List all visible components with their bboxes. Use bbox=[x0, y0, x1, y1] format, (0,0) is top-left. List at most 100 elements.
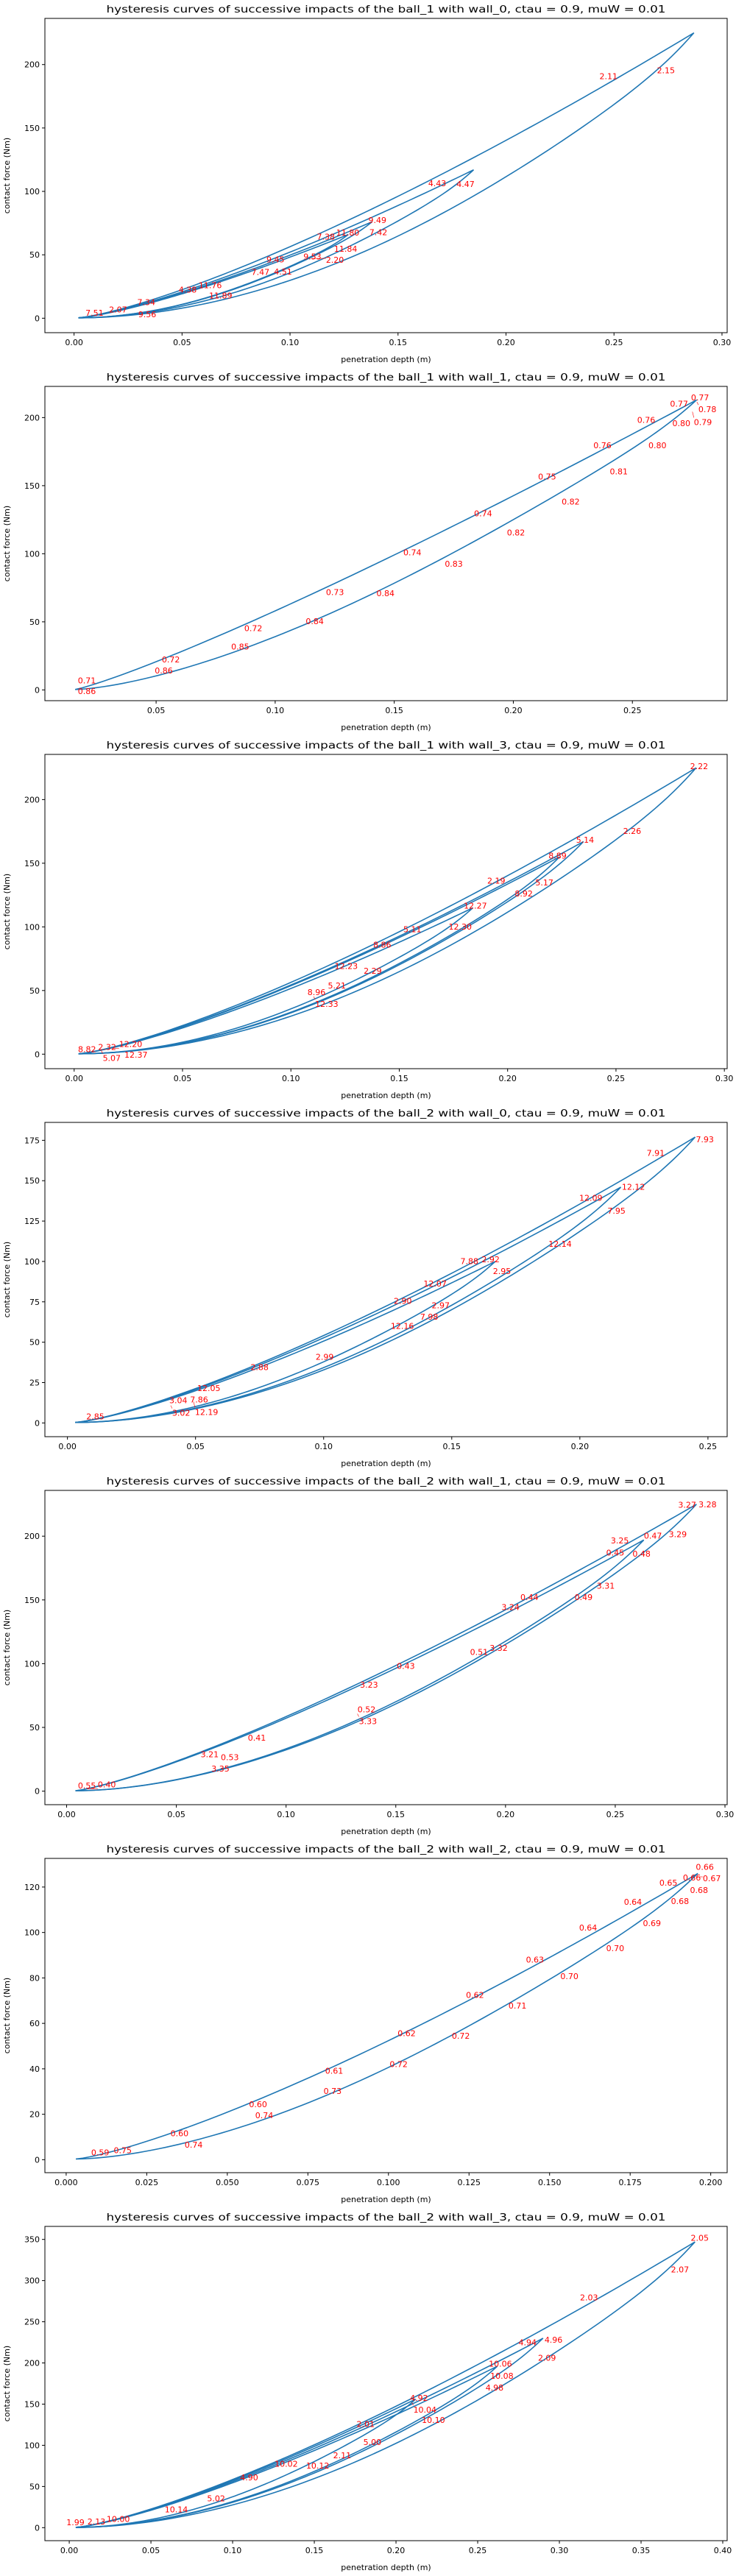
y-tick-label: 0 bbox=[35, 1050, 40, 1059]
x-tick-label: 0.05 bbox=[167, 1810, 185, 1819]
axes-frame bbox=[44, 1858, 728, 2173]
time-annotation: 9.56 bbox=[138, 310, 157, 319]
subplot-6: hysteresis curves of successive impacts … bbox=[2, 1844, 728, 2204]
time-annotation: 2.29 bbox=[364, 966, 382, 976]
time-annotation: 4.94 bbox=[519, 2338, 537, 2347]
time-annotation: 0.61 bbox=[325, 2067, 344, 2076]
time-annotation: 2.19 bbox=[487, 877, 506, 886]
time-annotation: 12.33 bbox=[315, 999, 339, 1009]
time-annotation: 2.95 bbox=[493, 1267, 512, 1276]
y-tick-label: 20 bbox=[29, 2110, 40, 2120]
x-tick-label: 0.075 bbox=[297, 2178, 320, 2187]
time-annotation: 12.37 bbox=[124, 1050, 148, 1060]
hysteresis-loop-1 bbox=[78, 767, 697, 1055]
time-annotation: 0.85 bbox=[231, 642, 250, 651]
x-tick-label: 0.100 bbox=[377, 2178, 400, 2187]
time-annotation: 0.66 bbox=[696, 1863, 714, 1872]
time-annotation: 10.10 bbox=[422, 2416, 445, 2425]
x-tick-label: 0.05 bbox=[173, 338, 191, 347]
hysteresis-loop-2 bbox=[75, 1539, 645, 1791]
x-tick-label: 0.20 bbox=[571, 1442, 590, 1451]
time-annotation: 2.03 bbox=[580, 2293, 598, 2302]
time-annotation: 0.86 bbox=[78, 687, 96, 696]
time-annotation: 10.00 bbox=[107, 2515, 130, 2524]
time-annotation: 4.38 bbox=[179, 286, 197, 295]
time-annotation: 5.00 bbox=[364, 2438, 382, 2447]
x-tick-label: 0.25 bbox=[606, 1810, 625, 1819]
time-annotation: 11.89 bbox=[209, 291, 233, 301]
time-annotation: 0.60 bbox=[249, 2100, 267, 2109]
time-annotation: 0.48 bbox=[632, 1549, 651, 1559]
time-annotation: 7.93 bbox=[696, 1135, 714, 1144]
time-annotation: 0.80 bbox=[672, 419, 690, 428]
y-tick-label: 100 bbox=[24, 1928, 40, 1938]
y-axis-label: contact force (Nm) bbox=[2, 1242, 12, 1317]
time-annotation: 2.01 bbox=[357, 2419, 375, 2429]
x-tick-label: 0.05 bbox=[186, 1442, 205, 1451]
time-annotation: 5.07 bbox=[103, 1053, 121, 1063]
time-annotation: 0.51 bbox=[470, 1648, 489, 1657]
time-annotation: 2.20 bbox=[326, 255, 344, 265]
time-annotation: 0.74 bbox=[474, 509, 492, 519]
x-tick-label: 0.000 bbox=[54, 2178, 78, 2187]
time-annotation: 0.75 bbox=[114, 2146, 132, 2156]
time-annotation: 7.38 bbox=[317, 233, 336, 242]
time-annotation: 3.32 bbox=[489, 1643, 508, 1653]
time-annotation: 2.22 bbox=[690, 762, 709, 771]
time-annotation: 7.86 bbox=[190, 1395, 208, 1404]
y-tick-label: 200 bbox=[24, 1532, 40, 1541]
y-tick-label: 0 bbox=[35, 1787, 40, 1797]
time-annotation: 5.11 bbox=[403, 924, 422, 934]
y-tick-label: 50 bbox=[29, 618, 40, 627]
time-annotation: 0.77 bbox=[691, 393, 710, 403]
time-annotation: 2.88 bbox=[250, 1363, 269, 1373]
time-annotation: 5.21 bbox=[328, 981, 347, 991]
time-annotation: 7.51 bbox=[85, 308, 103, 318]
y-axis-label: contact force (Nm) bbox=[2, 1610, 12, 1685]
time-annotation: 0.72 bbox=[162, 655, 180, 665]
annotation-leader-line bbox=[696, 401, 699, 406]
time-annotation: 0.76 bbox=[593, 441, 612, 450]
y-tick-label: 100 bbox=[24, 549, 40, 559]
time-annotation: 3.02 bbox=[172, 1409, 191, 1418]
axes-frame bbox=[44, 386, 728, 701]
time-annotation: 11.80 bbox=[336, 228, 360, 238]
time-annotation: 2.05 bbox=[691, 2234, 710, 2243]
time-annotation: 0.74 bbox=[185, 2140, 203, 2150]
time-annotation: 7.34 bbox=[138, 297, 156, 307]
x-tick-label: 0.10 bbox=[282, 1074, 300, 1083]
y-tick-label: 100 bbox=[24, 187, 40, 197]
time-annotation: 11.76 bbox=[199, 281, 222, 291]
axes-frame bbox=[44, 1122, 728, 1437]
y-axis-label: contact force (Nm) bbox=[2, 506, 12, 581]
hysteresis-loop-3 bbox=[75, 2366, 498, 2528]
time-annotation: 0.82 bbox=[562, 497, 580, 506]
hysteresis-loop-2 bbox=[78, 841, 584, 1055]
time-annotation: 4.51 bbox=[274, 267, 292, 277]
time-annotation: 3.27 bbox=[678, 1500, 696, 1510]
x-tick-label: 0.00 bbox=[60, 2546, 79, 2555]
x-tick-label: 0.25 bbox=[605, 338, 623, 347]
time-annotation: 0.65 bbox=[659, 1878, 678, 1888]
time-annotation: 0.44 bbox=[520, 1593, 539, 1602]
time-annotation: 2.32 bbox=[98, 1042, 116, 1052]
y-tick-label: 150 bbox=[24, 859, 40, 868]
hysteresis-loop-1 bbox=[74, 399, 698, 690]
y-tick-label: 175 bbox=[24, 1136, 40, 1145]
annotation-leader-line bbox=[357, 1713, 359, 1717]
time-annotation: 0.55 bbox=[78, 1781, 96, 1791]
time-annotation: 8.96 bbox=[308, 988, 326, 997]
time-annotation: 2.26 bbox=[623, 827, 642, 836]
annotation-leaders bbox=[692, 401, 699, 418]
time-annotation: 12.14 bbox=[548, 1239, 572, 1249]
x-tick-label: 0.00 bbox=[58, 1442, 77, 1451]
time-annotation: 2.92 bbox=[481, 1255, 500, 1264]
y-tick-label: 150 bbox=[24, 481, 40, 491]
time-annotation: 7.47 bbox=[252, 267, 270, 277]
x-axis-label: penetration depth (m) bbox=[341, 723, 431, 732]
time-annotation: 7.88 bbox=[461, 1256, 479, 1266]
time-annotation: 0.71 bbox=[509, 2001, 527, 2011]
y-tick-label: 75 bbox=[29, 1298, 40, 1307]
x-tick-label: 0.15 bbox=[389, 338, 408, 347]
